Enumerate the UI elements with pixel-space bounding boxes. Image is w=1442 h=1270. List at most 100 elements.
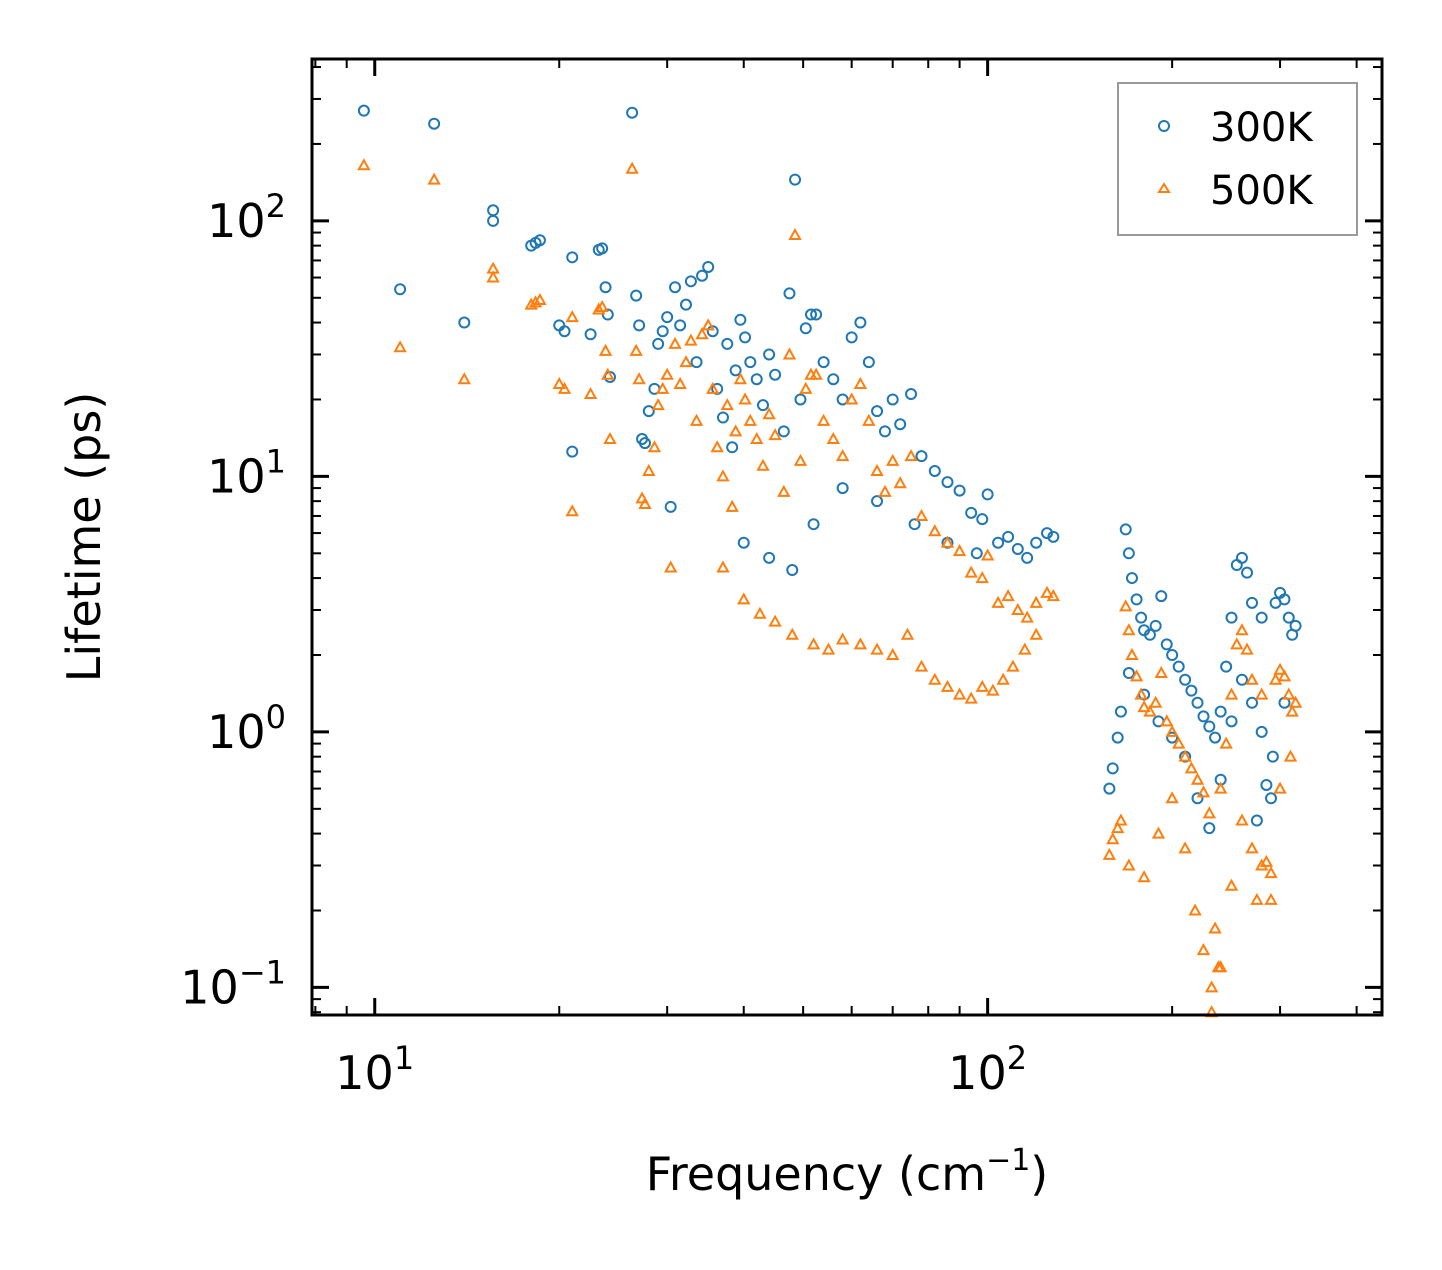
point-500K <box>1190 772 1205 785</box>
point-500K <box>1235 623 1249 636</box>
point-300K <box>953 484 966 497</box>
point-500K <box>737 592 751 605</box>
point-500K <box>716 469 730 482</box>
point-300K <box>533 234 546 247</box>
point-300K <box>1191 792 1204 805</box>
point-300K <box>836 393 849 406</box>
point-300K <box>669 281 682 294</box>
point-500K <box>710 440 724 453</box>
point-500K <box>844 392 859 405</box>
point-500K <box>393 340 407 353</box>
point-300K <box>1235 551 1248 564</box>
point-500K <box>1184 761 1199 774</box>
point-300K <box>845 331 858 344</box>
point-500K <box>357 158 371 171</box>
point-500K <box>893 476 907 489</box>
point-300K <box>1282 611 1295 624</box>
point-500K <box>647 440 662 453</box>
point-500K <box>1283 749 1298 762</box>
point-500K <box>782 347 797 360</box>
point-500K <box>601 367 615 380</box>
point-300K <box>1011 542 1024 555</box>
point-300K <box>854 316 867 329</box>
point-500K <box>975 679 989 692</box>
point-300K <box>1111 731 1124 744</box>
point-500K <box>725 499 739 512</box>
point-300K <box>726 441 739 454</box>
point-300K <box>1235 673 1248 686</box>
point-300K <box>1250 814 1263 827</box>
point-500K <box>457 372 472 385</box>
point-300K <box>566 251 579 264</box>
point-300K <box>1255 611 1268 624</box>
point-500K <box>785 627 799 640</box>
point-300K <box>827 373 840 386</box>
point-500K <box>1129 669 1144 682</box>
point-300K <box>1203 720 1216 733</box>
point-300K <box>1278 593 1291 606</box>
point-300K <box>633 319 646 332</box>
point-500K <box>1114 813 1128 826</box>
point-500K <box>1196 785 1211 798</box>
data-points <box>357 104 1303 1018</box>
point-300K <box>357 104 370 117</box>
point-500K <box>1172 736 1186 749</box>
point-500K <box>1224 687 1239 700</box>
point-500K <box>964 691 978 704</box>
point-500K <box>1143 704 1157 717</box>
point-300K <box>1214 705 1227 718</box>
point-500K <box>1208 921 1222 934</box>
point-500K <box>1230 637 1244 650</box>
point-500K <box>1154 665 1168 679</box>
point-500K <box>427 172 441 185</box>
point-500K <box>975 571 989 584</box>
point-500K <box>1188 903 1202 916</box>
point-300K <box>596 242 609 255</box>
point-500K <box>1245 672 1259 685</box>
point-500K <box>638 496 652 509</box>
point-300K <box>737 536 750 549</box>
point-300K <box>1114 705 1127 718</box>
point-300K <box>601 308 614 321</box>
point-500K <box>660 367 674 380</box>
point-300K <box>716 411 729 424</box>
point-300K <box>769 368 782 381</box>
point-500K <box>1282 687 1296 700</box>
legend-frame <box>1117 82 1358 236</box>
point-300K <box>1002 530 1015 543</box>
point-500K <box>1125 647 1139 660</box>
point-300K <box>1041 527 1054 540</box>
point-300K <box>1021 551 1034 564</box>
point-500K <box>552 376 566 389</box>
point-500K <box>900 627 915 640</box>
point-500K <box>557 381 572 394</box>
y-tick-label: 10−1 <box>180 953 286 1014</box>
point-300K <box>1255 725 1268 738</box>
point-300K <box>729 364 742 377</box>
point-300K <box>1172 660 1185 673</box>
point-300K <box>871 495 884 508</box>
point-500K <box>1178 841 1192 854</box>
point-500K <box>835 449 850 462</box>
point-300K <box>1185 684 1198 697</box>
point-300K <box>1166 731 1179 744</box>
point-500K <box>598 343 613 356</box>
point-300K <box>970 547 983 560</box>
point-500K <box>1264 892 1278 905</box>
point-500K <box>629 343 643 356</box>
point-500K <box>1018 642 1032 655</box>
point-500K <box>1151 826 1166 839</box>
point-300K <box>894 418 907 431</box>
point-500K <box>1102 847 1117 860</box>
point-300K <box>626 106 639 119</box>
point-300K <box>1220 660 1233 673</box>
point-300K <box>674 319 687 332</box>
point-500K <box>1254 858 1269 871</box>
series-300K <box>357 104 1302 835</box>
point-500K <box>885 453 900 466</box>
point-500K <box>885 647 900 660</box>
point-300K <box>684 275 697 288</box>
point-500K <box>1029 595 1043 608</box>
point-300K <box>1166 648 1179 661</box>
point-500K <box>1259 854 1274 867</box>
